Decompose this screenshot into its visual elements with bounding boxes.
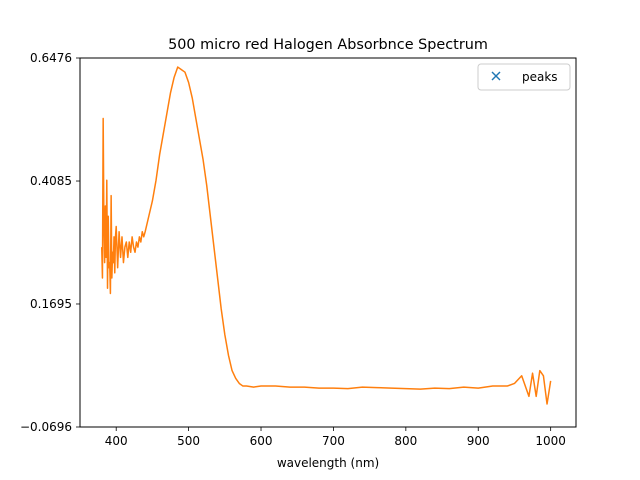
x-axis-label: wavelength (nm): [277, 456, 379, 470]
y-tick-label: 0.1695: [30, 297, 72, 311]
x-axis: 400 500 600 700 800 900 1000: [105, 427, 566, 448]
x-tick-label: 900: [467, 434, 490, 448]
y-tick-label: 0.4085: [30, 174, 72, 188]
x-tick-label: 600: [250, 434, 273, 448]
axes-frame: [79, 57, 577, 428]
x-tick-label: 1000: [535, 434, 566, 448]
x-tick-label: 800: [394, 434, 417, 448]
y-axis: −0.0696 0.1695 0.4085 0.6476: [20, 51, 80, 434]
chart-title: 500 micro red Halogen Absorbnce Spectrum: [168, 37, 488, 53]
x-tick-label: 500: [177, 434, 200, 448]
legend-marker-stroke: [491, 71, 501, 81]
x-tick-label: 400: [105, 434, 128, 448]
legend: peaks: [477, 63, 571, 91]
plot-area: [100, 66, 552, 405]
legend-label-peaks: peaks: [522, 70, 558, 84]
legend-box: [477, 63, 571, 91]
y-tick-label: 0.6476: [30, 51, 72, 65]
legend-marker-x-icon: [491, 71, 501, 81]
x-tick-label: 700: [322, 434, 345, 448]
series-line-0: [100, 66, 552, 405]
y-tick-label: −0.0696: [20, 420, 72, 434]
